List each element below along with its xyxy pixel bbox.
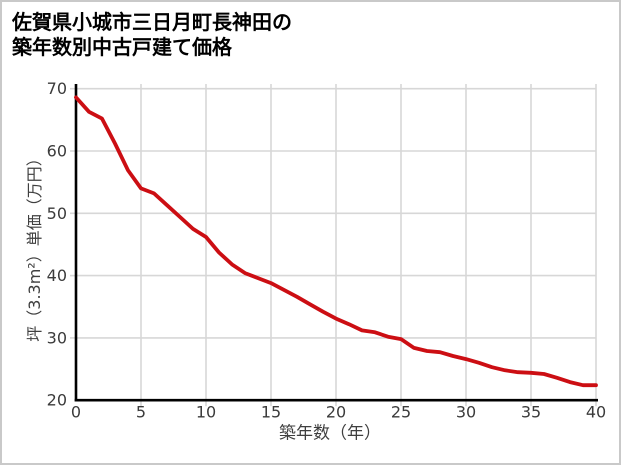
x-tick-label-35: 35 — [521, 403, 541, 422]
chart-title: 佐賀県小城市三日月町長神田の 築年数別中古戸建て価格 — [12, 10, 292, 60]
y-tick-label-60: 60 — [47, 142, 67, 161]
chart-title-line1: 佐賀県小城市三日月町長神田の — [12, 10, 292, 34]
y-tick-label-50: 50 — [47, 204, 67, 223]
y-tick-label-70: 70 — [47, 79, 67, 98]
x-axis-title: 築年数（年） — [279, 423, 381, 444]
price-line — [74, 95, 598, 388]
x-tick-label-0: 0 — [71, 403, 81, 422]
x-tick-label-15: 15 — [261, 403, 281, 422]
x-tick-label-5: 5 — [136, 403, 146, 422]
y-tick-label-40: 40 — [47, 266, 67, 285]
x-tick-label-20: 20 — [326, 403, 346, 422]
chart-title-line2: 築年数別中古戸建て価格 — [12, 35, 232, 59]
x-tick-label-30: 30 — [456, 403, 476, 422]
y-tick-label-30: 30 — [47, 328, 67, 347]
x-tick-label-25: 25 — [391, 403, 411, 422]
y-tick-label-20: 20 — [47, 391, 67, 410]
x-tick-label-10: 10 — [196, 403, 216, 422]
x-tick-label-40: 40 — [586, 403, 606, 422]
